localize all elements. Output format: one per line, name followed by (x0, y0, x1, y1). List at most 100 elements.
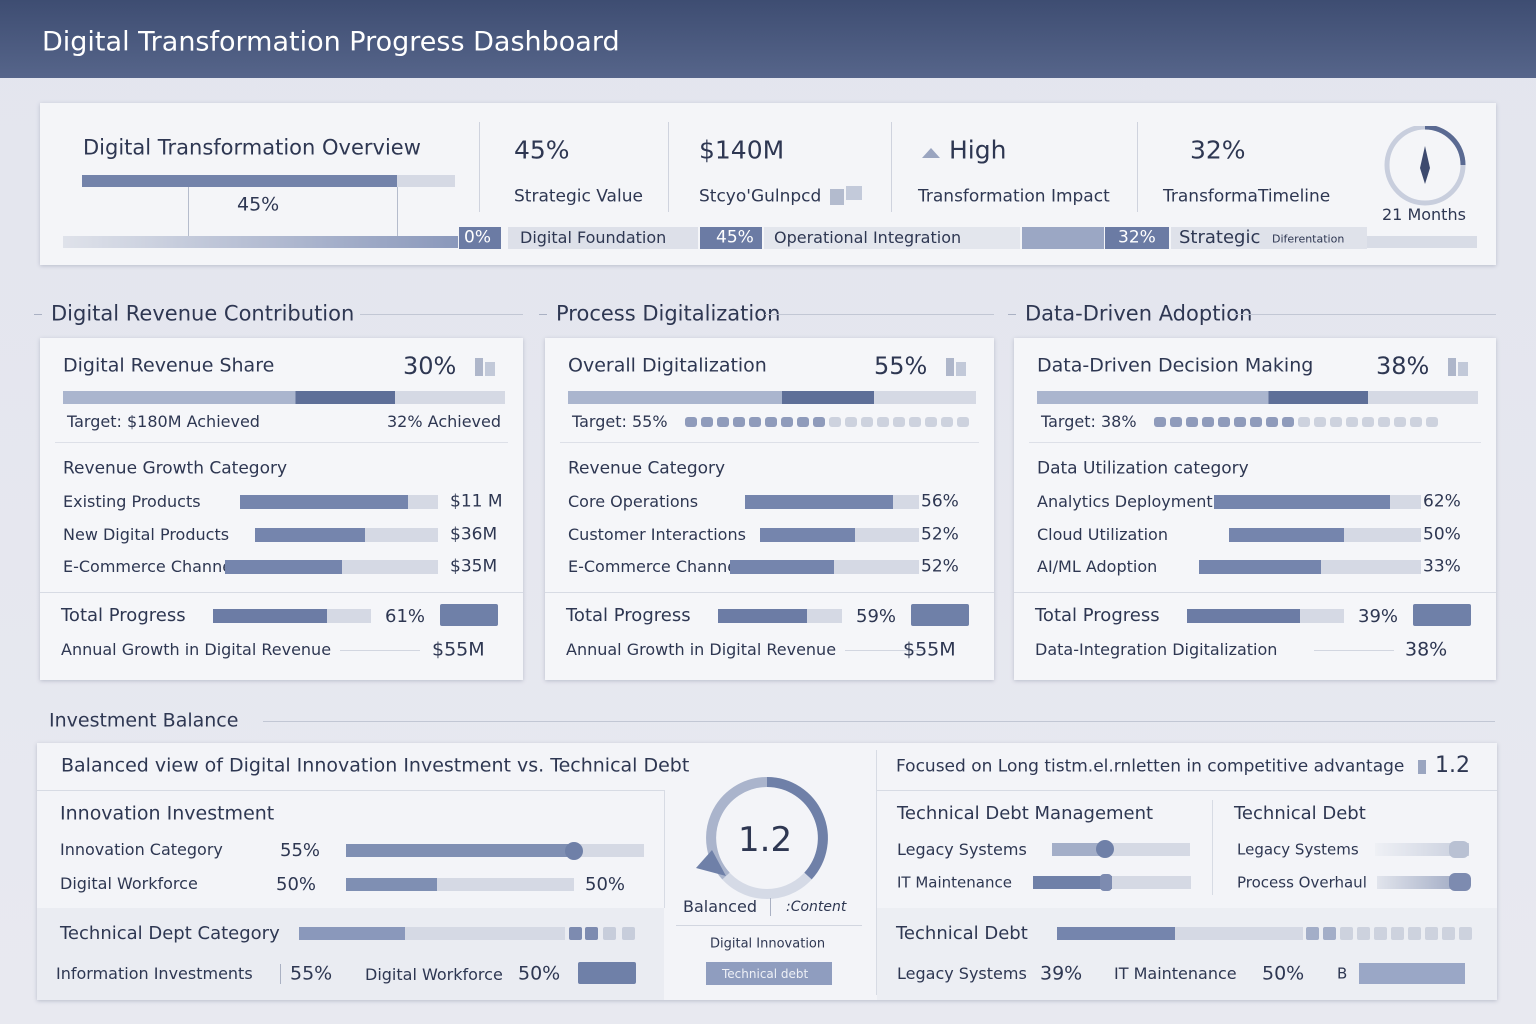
dot (909, 417, 921, 427)
row-label: Innovation Category (60, 840, 223, 859)
footer-value: 38% (1405, 638, 1448, 661)
divider (479, 122, 480, 212)
item-value: 55% (290, 962, 333, 985)
stage-label-bg (1171, 227, 1367, 249)
dot (603, 927, 616, 940)
divider (188, 187, 189, 243)
bar-fill (568, 391, 874, 404)
metric-label: Data-Driven Decision Making (1037, 354, 1314, 377)
bar-fill (346, 878, 438, 891)
bar-fill (745, 495, 893, 509)
investment-subtitle: Balanced view of Digital Innovation Inve… (61, 754, 690, 777)
kpi-value: $140M (699, 135, 785, 165)
total-label: Total Progress (1035, 605, 1160, 626)
item-value: 39% (1040, 962, 1083, 985)
row-label: Analytics Deployment (1037, 492, 1213, 511)
play-button (1359, 963, 1465, 984)
play-button (1413, 604, 1471, 626)
dot (941, 417, 953, 427)
metric-label: Overall Digitalization (568, 354, 767, 377)
icon (956, 362, 966, 376)
row-label: Cloud Utilization (1037, 525, 1168, 544)
dot (1234, 417, 1246, 427)
dot (1266, 417, 1278, 427)
heading-rule (360, 314, 523, 315)
footer-label: Annual Growth in Digital Revenue (61, 640, 332, 659)
bar-fill (1187, 609, 1301, 623)
icon (846, 186, 862, 200)
header (0, 0, 1536, 78)
dot (1202, 417, 1214, 427)
bar-fill (1199, 560, 1322, 574)
dot (1442, 927, 1455, 940)
stage-chip (459, 227, 501, 249)
dot (622, 927, 635, 940)
item-label: Information Investments (56, 964, 253, 983)
rule (1314, 650, 1394, 651)
bar-fill (1052, 843, 1101, 856)
divider (876, 750, 877, 995)
rule (845, 650, 925, 651)
divider (1014, 592, 1496, 593)
metric-value: 55% (874, 352, 928, 380)
dot (1186, 417, 1198, 427)
row-value: 50% (1423, 524, 1461, 545)
target-label: Target: $180M Achieved (67, 412, 260, 431)
bar-fill (299, 927, 406, 940)
dot (1459, 927, 1472, 940)
dot (701, 417, 713, 427)
stage-label: Strategic (1179, 227, 1261, 248)
item-label: Legacy Systems (897, 964, 1027, 983)
dot (1394, 417, 1406, 427)
subtitle: Technical Debt Management (897, 803, 1154, 824)
row-value: 50% (585, 874, 626, 895)
bar-fill (240, 495, 409, 509)
heading-rule (1008, 314, 1016, 315)
icon (475, 358, 483, 376)
dot (1170, 417, 1182, 427)
timeline-label: 21 Months (1382, 205, 1466, 224)
dot (585, 927, 598, 940)
timeline-dial (1384, 126, 1466, 206)
total-value: 59% (856, 606, 897, 627)
section-heading: Process Digitalization (556, 301, 781, 326)
footer-value: $55M (432, 638, 485, 661)
kpi-value: 32% (1190, 135, 1246, 165)
stage-value: 45% (716, 227, 754, 248)
kpi-label: Transformation Impact (918, 186, 1110, 207)
gauge-note: :Content (786, 899, 847, 915)
row-label: Process Overhaul (1237, 873, 1367, 892)
subpanel (37, 908, 664, 1000)
dot (717, 417, 729, 427)
dot (685, 417, 697, 427)
play-button (578, 962, 636, 984)
slider-knob (1449, 873, 1471, 891)
kpi-label: Strategic Value (514, 186, 643, 207)
divider (891, 122, 892, 212)
page-title: Digital Transformation Progress Dashboar… (42, 26, 620, 58)
play-button (911, 604, 969, 626)
row-label: Core Operations (568, 492, 699, 511)
heading-rule (539, 314, 547, 315)
stage-track (63, 236, 458, 248)
bar-fill (1037, 391, 1368, 404)
dot (1357, 927, 1370, 940)
divider (877, 790, 1497, 791)
divider (55, 442, 508, 443)
divider (1212, 800, 1213, 895)
dot (1408, 927, 1421, 940)
row-label: Existing Products (63, 492, 201, 511)
stage-label: Operational Integration (774, 228, 962, 247)
total-value: 39% (1358, 606, 1399, 627)
stage-value: 32% (1118, 227, 1156, 248)
dot (781, 417, 793, 427)
bar-fill (225, 560, 343, 574)
gauge-value: 1.2 (738, 820, 793, 860)
right-subtitle: Focused on Long tistm.el.rnletten in com… (896, 756, 1405, 777)
stage-label-bg (508, 227, 698, 249)
icon (485, 362, 495, 376)
divider (1137, 122, 1138, 212)
section-heading: Digital Revenue Contribution (51, 301, 355, 326)
dot (1314, 417, 1326, 427)
dot (1346, 417, 1358, 427)
